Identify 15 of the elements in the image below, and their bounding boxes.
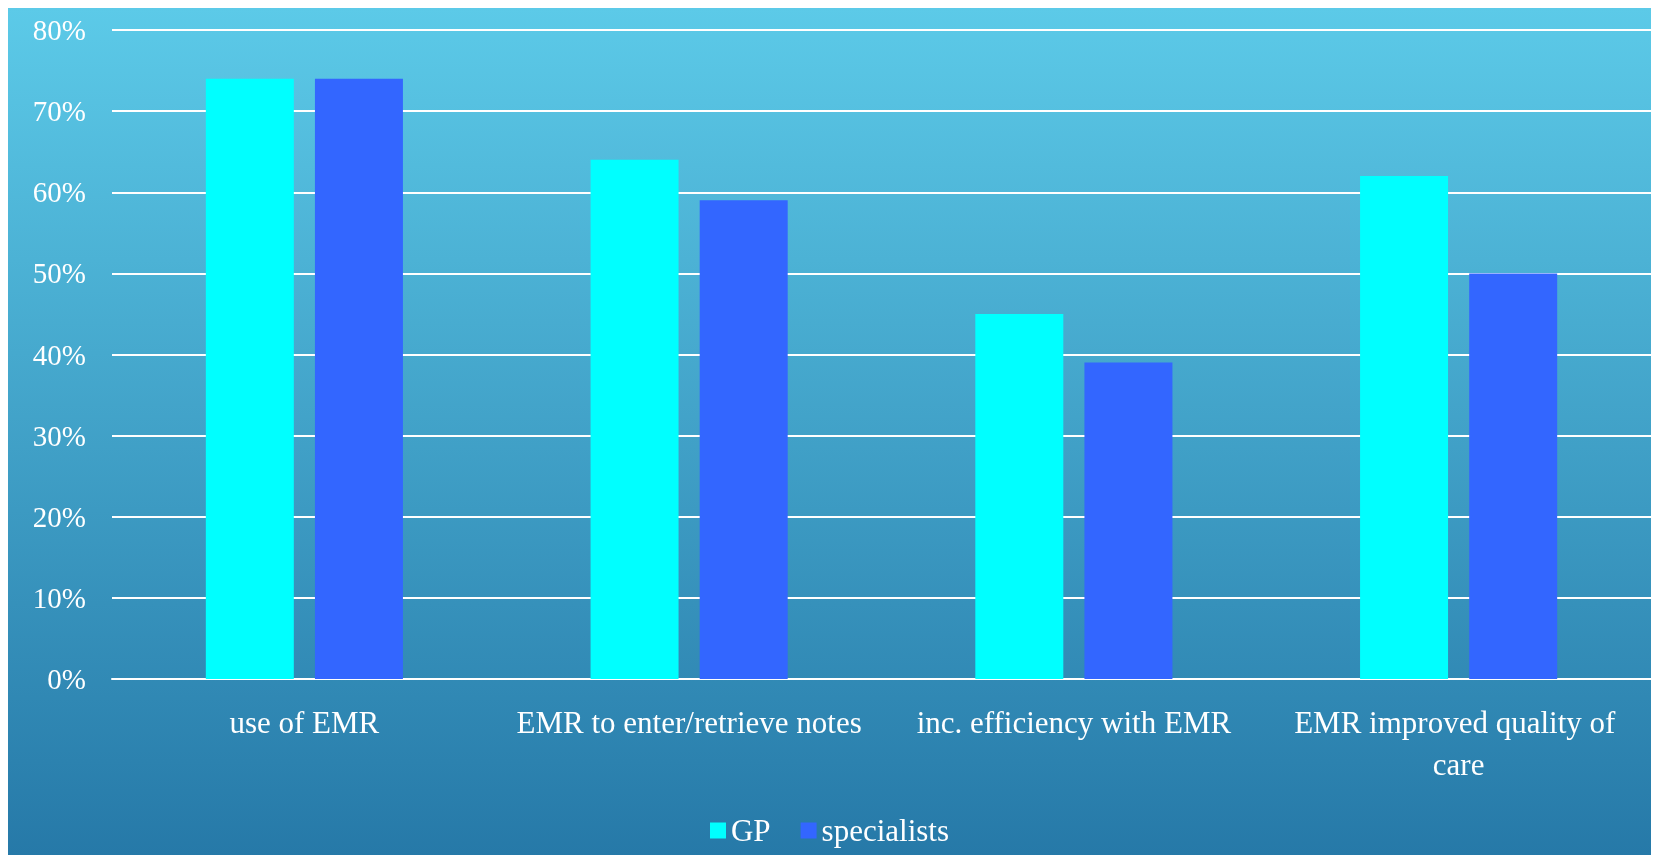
y-tick-label: 0% bbox=[47, 663, 86, 695]
y-tick-label: 70% bbox=[32, 95, 86, 128]
legend-label: specialists bbox=[821, 813, 950, 848]
y-tick-label: 80% bbox=[32, 14, 86, 46]
y-tick-label: 10% bbox=[32, 581, 86, 614]
x-tick-label: EMR improved quality of care bbox=[1294, 704, 1624, 782]
legend-label: GP bbox=[730, 813, 771, 848]
x-tick-label: inc. efficiency with EMR bbox=[916, 704, 1232, 740]
y-tick-label: 50% bbox=[32, 257, 86, 290]
y-tick-label: 60% bbox=[32, 176, 86, 209]
y-tick-label: 30% bbox=[32, 419, 86, 452]
x-tick-label: use of EMR bbox=[229, 704, 380, 740]
y-tick-label: 40% bbox=[32, 338, 86, 371]
y-tick-label: 20% bbox=[32, 500, 86, 533]
x-tick-label: EMR to enter/retrieve notes bbox=[516, 704, 862, 740]
